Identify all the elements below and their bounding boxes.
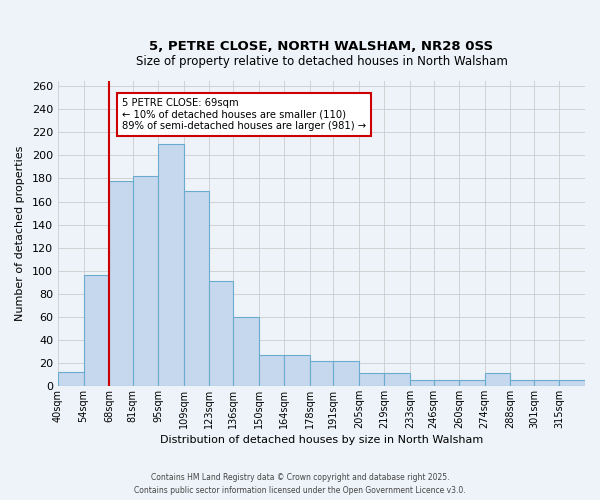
Text: 5 PETRE CLOSE: 69sqm
← 10% of detached houses are smaller (110)
89% of semi-deta: 5 PETRE CLOSE: 69sqm ← 10% of detached h… <box>122 98 366 131</box>
X-axis label: Distribution of detached houses by size in North Walsham: Distribution of detached houses by size … <box>160 435 483 445</box>
Bar <box>284 355 310 386</box>
Bar <box>359 373 385 386</box>
Y-axis label: Number of detached properties: Number of detached properties <box>15 146 25 321</box>
Bar <box>385 373 410 386</box>
Bar <box>410 380 434 386</box>
Bar <box>510 380 534 386</box>
Bar <box>334 360 359 386</box>
Bar <box>233 317 259 386</box>
Bar <box>259 355 284 386</box>
Text: Contains HM Land Registry data © Crown copyright and database right 2025.
Contai: Contains HM Land Registry data © Crown c… <box>134 474 466 495</box>
Bar <box>310 360 334 386</box>
Bar <box>83 276 109 386</box>
Bar <box>434 380 459 386</box>
Title: 5, PETRE CLOSE, NORTH WALSHAM, NR28 0SS: 5, PETRE CLOSE, NORTH WALSHAM, NR28 0SS <box>149 40 494 53</box>
Bar <box>58 372 83 386</box>
Bar <box>459 380 485 386</box>
Bar <box>485 373 510 386</box>
Bar <box>109 181 133 386</box>
Bar <box>133 176 158 386</box>
Bar <box>209 281 233 386</box>
Bar <box>559 380 585 386</box>
Bar <box>158 144 184 386</box>
Bar <box>184 191 209 386</box>
Text: Size of property relative to detached houses in North Walsham: Size of property relative to detached ho… <box>136 56 508 68</box>
Bar <box>534 380 559 386</box>
